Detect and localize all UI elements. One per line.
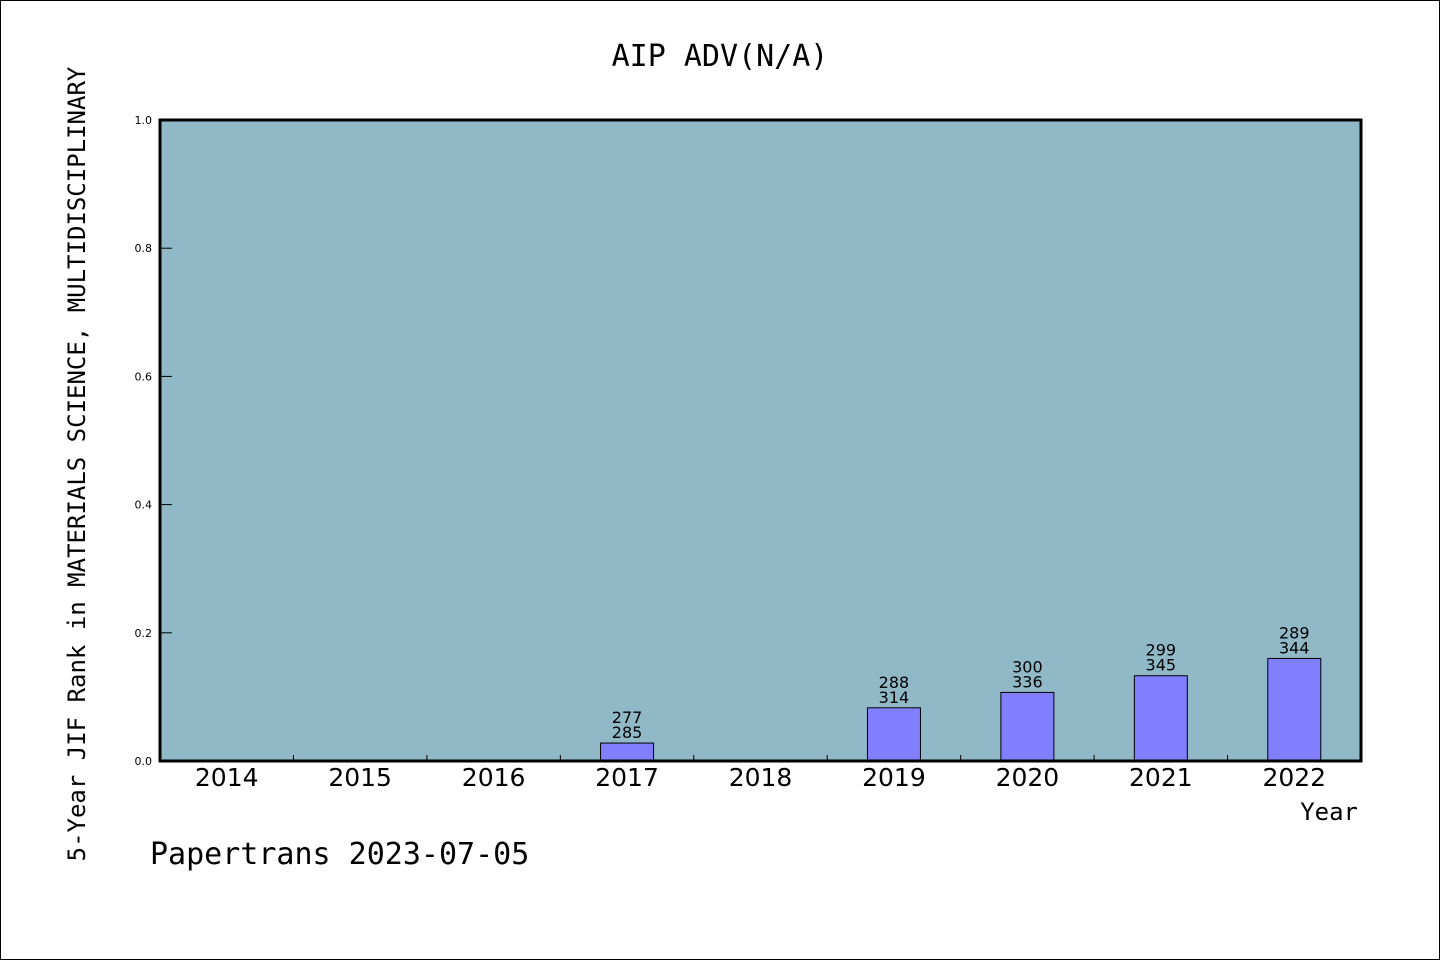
- x-tick-label: 2019: [862, 763, 926, 792]
- bar-rank-label: 300: [1012, 657, 1043, 676]
- plot-border: [158, 118, 1363, 763]
- x-tick-label: 2016: [462, 763, 526, 792]
- x-tick-label: 2022: [1262, 763, 1326, 792]
- bar-2022: [1267, 657, 1322, 762]
- y-tick-label: 0.6: [135, 370, 153, 383]
- x-tick-label: 2015: [328, 763, 392, 792]
- bar-rank-label: 299: [1146, 641, 1177, 660]
- bar-total-label: 345: [1146, 656, 1177, 675]
- bar-2021: [1133, 675, 1188, 762]
- x-axis-label: Year: [1300, 798, 1358, 826]
- bar-total-label: 285: [612, 723, 643, 742]
- y-tick-label: 0.4: [135, 499, 153, 512]
- plot-area: [160, 120, 1361, 761]
- y-tick-label: 0.0: [135, 755, 153, 768]
- bar-total-label: 344: [1279, 638, 1310, 657]
- x-tick-label: 2020: [996, 763, 1060, 792]
- bar-2017: [600, 742, 655, 762]
- bar-total-label: 314: [879, 688, 910, 707]
- bar-2020: [1000, 691, 1055, 762]
- y-axis: 0.0 0.2 0.4 0.6 0.8 1.0: [135, 114, 172, 768]
- y-tick-label: 0.8: [135, 242, 153, 255]
- x-axis: 2014 2015 2016 2017 2018 2019 2020 2021 2022: [195, 755, 1326, 792]
- x-tick-label: 2014: [195, 763, 259, 792]
- bar-rank-label: 288: [879, 673, 910, 692]
- y-tick-label: 0.2: [135, 627, 153, 640]
- y-axis-label: 5-Year JIF Rank in MATERIALS SCIENCE, MU…: [63, 66, 91, 861]
- chart-title: AIP ADV(N/A): [612, 39, 829, 74]
- bars-group: [600, 657, 1322, 762]
- x-tick-label: 2018: [729, 763, 793, 792]
- bar-total-label: 336: [1012, 672, 1043, 691]
- bar-rank-label: 277: [612, 708, 643, 727]
- y-tick-label: 1.0: [135, 114, 153, 127]
- x-tick-label: 2017: [595, 763, 659, 792]
- x-tick-label: 2021: [1129, 763, 1193, 792]
- bar-2019: [866, 707, 921, 762]
- footer-watermark: Papertrans 2023-07-05: [150, 837, 529, 872]
- bar-rank-label: 289: [1279, 623, 1310, 642]
